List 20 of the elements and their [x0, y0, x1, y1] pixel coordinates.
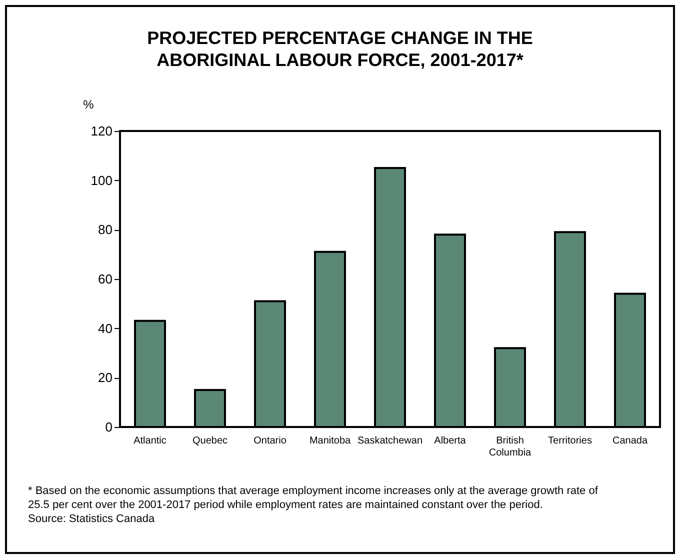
source-note: Source: Statistics Canada	[28, 512, 156, 526]
text: * Based on the economic assumptions that average employment income increases only at the average growth rate of 25.5 per cent over the 2001-2017 period while employment rates are maintained constant over the period.	[28, 484, 599, 512]
x-tick-label: Canada	[612, 436, 648, 446]
y-tick-label: 0	[105, 420, 112, 434]
chart-title: PROJECTED PERCENTAGE CHANGE IN THE ABORIGINAL LABOUR FORCE, 2001-2017*	[146, 27, 534, 71]
y-tick-label: 120	[90, 124, 112, 138]
y-tick-label: 80	[98, 222, 112, 238]
y-tick-label: 20	[98, 370, 112, 386]
y-axis-title: %	[83, 98, 94, 112]
x-tick-label: Manitoba	[309, 436, 352, 446]
x-tick-label: Territories	[548, 436, 592, 446]
x-tick-label: British Columbia	[488, 436, 532, 458]
y-tick-label: 40	[98, 320, 112, 336]
x-tick-label: Saskatchewan	[357, 436, 423, 446]
y-tick-label: 60	[98, 272, 112, 286]
x-tick-label: Quebec	[192, 436, 228, 446]
x-tick-label: Atlantic	[134, 436, 166, 446]
y-tick-label: 100	[90, 172, 112, 188]
x-tick-label: Ontario	[254, 436, 287, 446]
x-tick-label: Alberta	[434, 436, 466, 446]
